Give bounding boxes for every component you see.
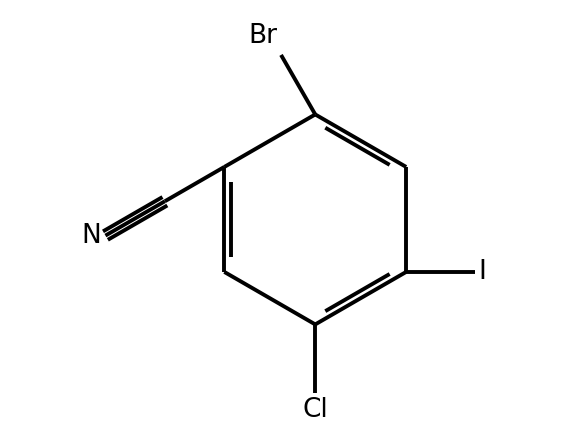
Text: Cl: Cl (302, 397, 328, 423)
Text: I: I (479, 259, 487, 285)
Text: Br: Br (248, 23, 277, 49)
Text: N: N (81, 222, 101, 249)
